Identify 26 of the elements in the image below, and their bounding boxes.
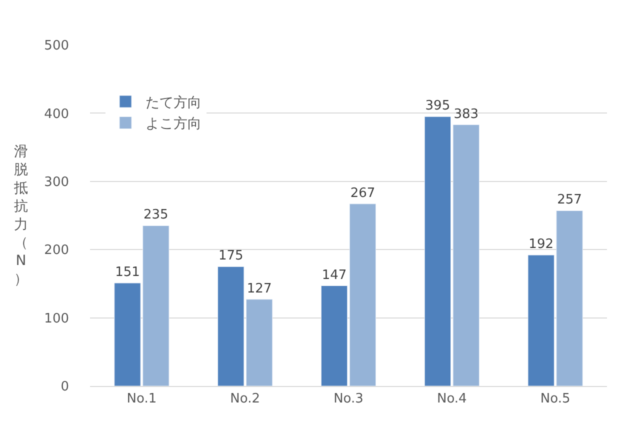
data-label: 127	[246, 281, 272, 296]
y-axis-title: 滑脱抵抗力（N）	[13, 144, 28, 288]
bar	[320, 286, 348, 386]
data-label: 383	[454, 106, 479, 122]
data-label: 395	[425, 98, 450, 114]
data-label: 235	[144, 208, 168, 223]
x-tick-label: No.5	[540, 392, 570, 407]
legend-label: たて方向	[146, 94, 202, 111]
y-tick-label: 0	[60, 380, 69, 395]
y-tick-label: 200	[44, 243, 69, 258]
y-tick-label: 400	[44, 106, 69, 122]
bar	[349, 204, 376, 386]
data-label: 175	[218, 248, 244, 264]
x-tick-label: No.3	[334, 392, 364, 407]
x-tick-label: No.1	[126, 392, 157, 407]
data-label: 257	[557, 192, 582, 208]
data-label: 147	[322, 268, 347, 283]
x-tick-label: No.2	[230, 392, 260, 407]
y-tick-label: 100	[44, 311, 69, 326]
data-label: 192	[528, 237, 554, 252]
legend-label: よこ方向	[146, 116, 202, 132]
data-label: 267	[350, 186, 376, 201]
x-tick-label: No.4	[436, 392, 467, 407]
data-label: 151	[115, 265, 140, 280]
y-tick-label: 300	[44, 174, 69, 190]
y-tick-label: 500	[44, 38, 69, 54]
